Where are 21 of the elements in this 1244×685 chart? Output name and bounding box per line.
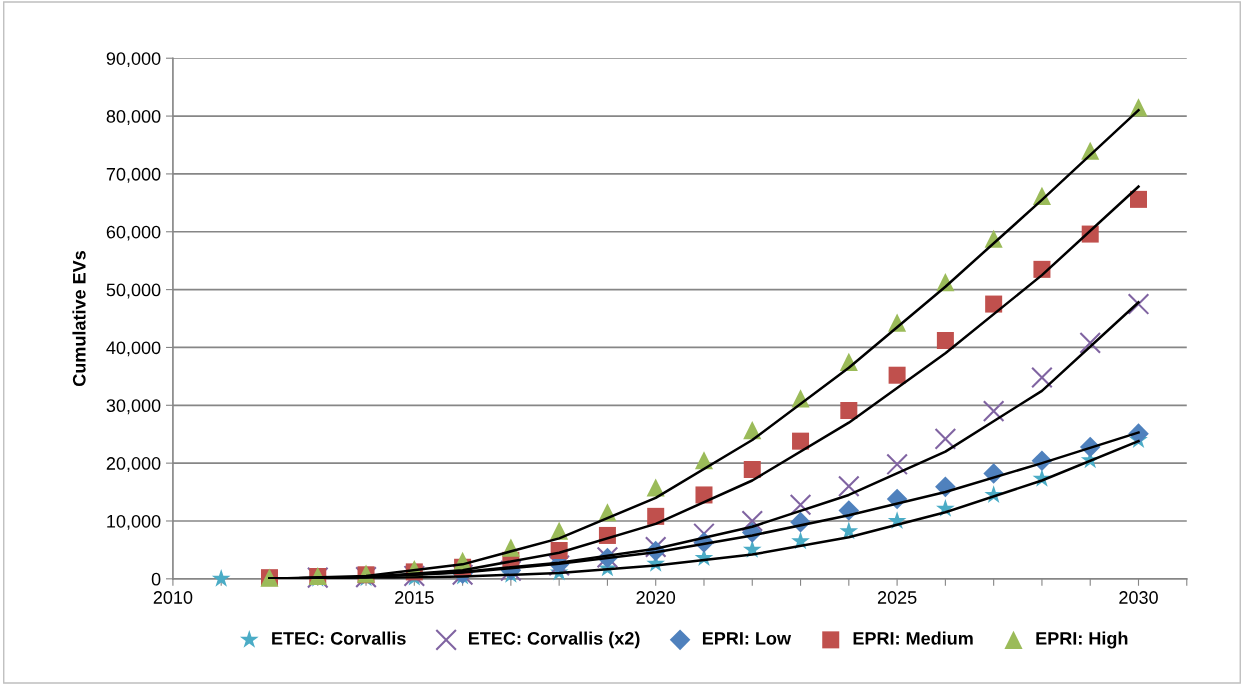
x-tick-label: 2030	[1119, 591, 1158, 604]
legend-label: EPRI: High	[1036, 631, 1128, 649]
legend-label: ETEC: Corvallis (x2)	[469, 631, 640, 649]
y-tick-label: 20,000	[106, 457, 161, 472]
x-tick-label: 2025	[877, 591, 917, 604]
y-tick-label: 70,000	[106, 167, 161, 183]
y-tick-label: 40,000	[106, 341, 161, 357]
y-tick-label: 30,000	[106, 399, 161, 415]
y-tick-label: 0	[151, 572, 161, 586]
y-tick-label: 10,000	[107, 514, 161, 530]
y-tick-label: 90,000	[106, 52, 161, 68]
y-axis-title: Cumulative EVs	[72, 251, 86, 387]
x-tick-label: 2010	[153, 591, 193, 604]
legend-label: EPRI: Medium	[853, 631, 973, 645]
legend-label: EPRI: Low	[702, 632, 792, 645]
y-tick-label: 60,000	[106, 225, 161, 241]
y-tick-label: 80,000	[106, 110, 161, 125]
x-tick-label: 2020	[636, 591, 676, 604]
x-tick-label: 2015	[395, 591, 434, 604]
y-tick-label: 50,000	[106, 283, 161, 299]
legend-label: ETEC: Corvallis	[272, 631, 406, 645]
